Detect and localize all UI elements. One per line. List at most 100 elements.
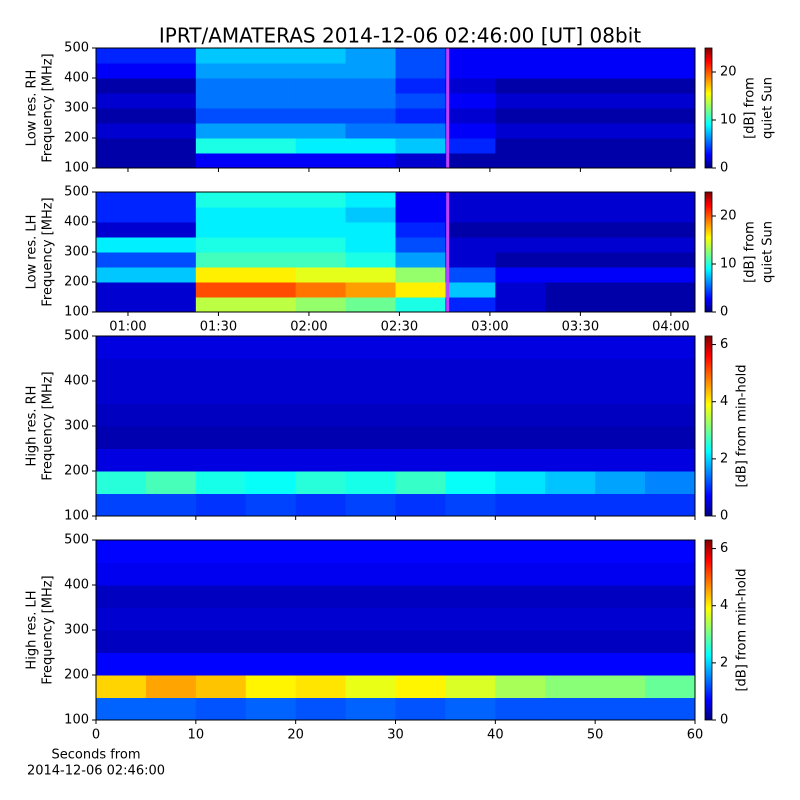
heat-cell	[145, 192, 197, 208]
heat-cell	[495, 426, 546, 449]
heat-cell	[545, 697, 596, 721]
heat-cell	[345, 426, 396, 449]
heat-cell	[145, 336, 197, 359]
heat-cell	[495, 607, 546, 631]
colorbar-tick-label: 6	[720, 541, 728, 556]
heat-cell	[145, 585, 197, 608]
heat-cell	[345, 540, 396, 563]
heat-cell	[96, 267, 147, 283]
heat-cell	[295, 358, 347, 382]
heat-cell	[495, 493, 546, 517]
heat-cell	[295, 652, 347, 676]
heat-cell	[445, 282, 496, 298]
heat-cell	[195, 297, 247, 313]
heat-cell	[145, 123, 197, 139]
heat-cell	[295, 381, 347, 404]
heat-cell	[395, 93, 446, 109]
heat-cell	[195, 426, 247, 449]
heat-cell	[545, 123, 596, 139]
heat-cell	[245, 381, 297, 404]
heat-cell	[145, 358, 197, 382]
heat-cell	[645, 78, 696, 94]
heat-cell	[495, 63, 546, 79]
heat-cell	[595, 697, 646, 721]
heat-cell	[545, 252, 596, 268]
heat-cell	[445, 336, 496, 359]
heat-cell	[395, 237, 446, 253]
heat-cell	[595, 630, 646, 653]
heat-cell	[245, 222, 297, 238]
heat-cell	[445, 652, 496, 676]
heat-cell	[445, 471, 496, 494]
heat-cell	[345, 222, 396, 238]
heat-cell	[595, 607, 646, 631]
heat-cell	[245, 138, 297, 154]
heat-cell	[295, 675, 347, 698]
heat-cell	[495, 358, 546, 382]
heat-cell	[145, 63, 197, 79]
heat-cell	[295, 138, 347, 154]
heat-cell	[445, 78, 496, 94]
heat-cell	[545, 585, 596, 608]
heat-cell	[145, 93, 197, 109]
heat-cell	[345, 48, 396, 64]
heat-cell	[445, 123, 496, 139]
heat-cell	[595, 540, 646, 563]
heat-cell	[145, 138, 197, 154]
x-tick-label: 0	[92, 728, 100, 743]
heat-cell	[445, 630, 496, 653]
heat-cell	[545, 493, 596, 517]
heat-cell	[645, 358, 696, 382]
heat-cell	[96, 540, 147, 563]
heat-cell	[445, 138, 496, 154]
heat-cell	[145, 108, 197, 124]
heat-cell	[645, 297, 696, 313]
y-tick-label: 100	[64, 509, 89, 524]
colorbar	[704, 47, 713, 169]
colorbar-label: [dB] from min-hold	[735, 364, 750, 487]
heat-cell	[345, 562, 396, 586]
heat-cell	[645, 471, 696, 494]
heat-cell	[645, 93, 696, 109]
heat-cell	[195, 123, 247, 139]
heat-cell	[445, 697, 496, 721]
heat-cell	[645, 123, 696, 139]
heat-cell	[645, 585, 696, 608]
heat-cell	[395, 585, 446, 608]
heat-cell	[445, 222, 496, 238]
heat-cell	[645, 48, 696, 64]
heat-cell	[145, 78, 197, 94]
heat-cell	[245, 562, 297, 586]
heat-cell	[345, 237, 396, 253]
heat-cell	[96, 138, 147, 154]
heat-cell	[345, 252, 396, 268]
colorbar-label: quiet Sun	[761, 77, 776, 139]
heat-cell	[395, 48, 446, 64]
y-tick-label: 400	[64, 578, 89, 593]
colorbar-label: [dB] from min-hold	[735, 568, 750, 691]
heat-cell	[345, 192, 396, 208]
y-tick-label: 500	[64, 329, 89, 344]
heat-cell	[545, 381, 596, 404]
heat-cell	[245, 697, 297, 721]
heat-cell	[645, 267, 696, 283]
heat-cell	[96, 381, 147, 404]
heat-cell	[245, 585, 297, 608]
heat-cell	[145, 493, 197, 517]
heat-cell	[145, 448, 197, 472]
heat-cell	[595, 336, 646, 359]
heat-cell	[96, 426, 147, 449]
heat-cell	[495, 252, 546, 268]
heat-cell	[345, 153, 396, 169]
x-tick-label: 01:30	[200, 320, 237, 335]
heat-cell	[195, 585, 247, 608]
colorbar-tick-label: 2	[720, 655, 728, 670]
x-tick-label: 01:00	[109, 320, 146, 335]
heat-cell	[295, 267, 347, 283]
heat-cell	[595, 297, 646, 313]
heat-cell	[395, 153, 446, 169]
heat-cell	[395, 138, 446, 154]
heat-cell	[96, 63, 147, 79]
heat-cell	[595, 252, 646, 268]
heat-cell	[295, 93, 347, 109]
